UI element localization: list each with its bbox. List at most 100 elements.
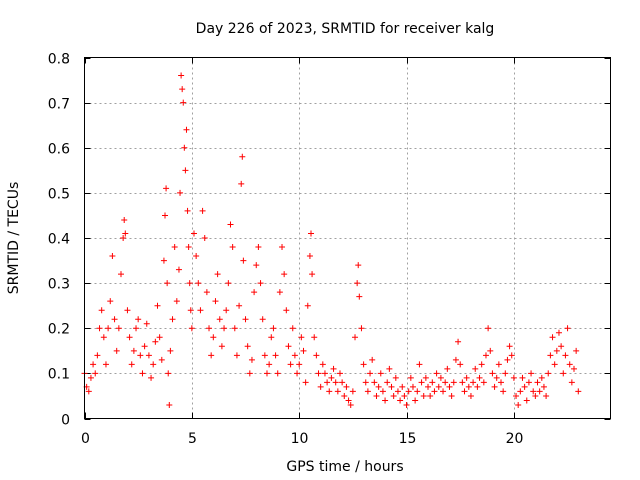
data-point xyxy=(420,392,427,399)
data-point xyxy=(272,352,279,359)
data-point xyxy=(532,392,539,399)
data-point xyxy=(300,347,307,354)
data-point xyxy=(302,379,309,386)
data-point xyxy=(85,388,92,395)
data-point xyxy=(216,316,223,323)
data-point xyxy=(90,361,97,368)
data-point xyxy=(390,392,397,399)
data-point xyxy=(246,370,253,377)
data-point xyxy=(182,167,189,174)
data-point xyxy=(328,374,335,381)
data-point xyxy=(225,280,232,287)
data-point xyxy=(356,293,363,300)
data-point xyxy=(306,253,313,260)
data-point xyxy=(566,361,573,368)
data-point xyxy=(364,388,371,395)
data-point xyxy=(100,334,107,341)
data-point xyxy=(530,388,537,395)
data-point xyxy=(414,388,421,395)
data-point xyxy=(223,307,230,314)
data-point xyxy=(362,379,369,386)
data-point xyxy=(427,392,434,399)
data-point xyxy=(143,320,150,327)
data-point xyxy=(416,361,423,368)
gridlines xyxy=(84,57,611,419)
chart-title: Day 226 of 2023, SRMTID for receiver kal… xyxy=(196,21,495,37)
data-point xyxy=(240,257,247,264)
data-point xyxy=(214,271,221,278)
data-point xyxy=(210,334,217,341)
data-point xyxy=(489,370,496,377)
data-point xyxy=(517,388,524,395)
data-point xyxy=(562,352,569,359)
data-point xyxy=(538,374,545,381)
data-point xyxy=(397,397,404,404)
data-point xyxy=(349,388,356,395)
data-point xyxy=(392,374,399,381)
data-point xyxy=(487,347,494,354)
data-point xyxy=(440,388,447,395)
data-point xyxy=(465,383,472,390)
data-point xyxy=(480,379,487,386)
data-point xyxy=(173,298,180,305)
data-point xyxy=(377,370,384,377)
data-point xyxy=(467,392,474,399)
data-point xyxy=(201,235,208,241)
data-point xyxy=(431,388,438,395)
data-point xyxy=(373,392,380,399)
data-point xyxy=(255,244,262,251)
data-point xyxy=(482,352,489,359)
data-point xyxy=(283,307,290,314)
data-point xyxy=(154,302,161,309)
data-point xyxy=(150,361,157,368)
data-point xyxy=(279,244,286,251)
data-point xyxy=(308,230,315,237)
data-point xyxy=(347,401,354,408)
data-point xyxy=(231,325,238,332)
data-point xyxy=(156,334,163,341)
data-point xyxy=(319,361,326,368)
data-point xyxy=(442,379,449,386)
data-point xyxy=(239,153,246,160)
data-point xyxy=(425,383,432,390)
data-point xyxy=(185,244,192,251)
data-point xyxy=(450,379,457,386)
data-point xyxy=(304,302,311,309)
data-point xyxy=(571,365,578,372)
data-point xyxy=(166,401,173,408)
data-point xyxy=(575,388,582,395)
data-point xyxy=(506,343,513,350)
data-point xyxy=(446,383,453,390)
data-point xyxy=(126,334,133,341)
x-tick-label: 15 xyxy=(399,431,417,447)
y-tick-label: 0.8 xyxy=(48,52,70,68)
data-point xyxy=(233,352,240,359)
data-point xyxy=(276,289,283,296)
data-point xyxy=(321,370,328,377)
data-point xyxy=(543,392,550,399)
data-point xyxy=(405,388,412,395)
data-point xyxy=(536,388,543,395)
data-point xyxy=(551,361,558,368)
data-point xyxy=(208,352,215,359)
data-point xyxy=(540,383,547,390)
data-point xyxy=(287,361,294,368)
data-point xyxy=(455,338,462,345)
data-point xyxy=(358,325,365,332)
data-point xyxy=(504,356,511,363)
data-point xyxy=(105,325,112,332)
data-point xyxy=(238,180,245,187)
data-point xyxy=(186,280,193,287)
data-point xyxy=(412,397,419,404)
x-axis-label: GPS time / hours xyxy=(286,459,403,475)
data-point xyxy=(137,352,144,359)
data-point xyxy=(165,370,172,377)
data-point xyxy=(429,379,436,386)
x-tick-label: 5 xyxy=(188,431,197,447)
data-point xyxy=(135,316,142,323)
data-point xyxy=(212,298,219,305)
data-point xyxy=(463,374,470,381)
data-point xyxy=(476,374,483,381)
y-tick-label: 0.5 xyxy=(48,187,70,203)
